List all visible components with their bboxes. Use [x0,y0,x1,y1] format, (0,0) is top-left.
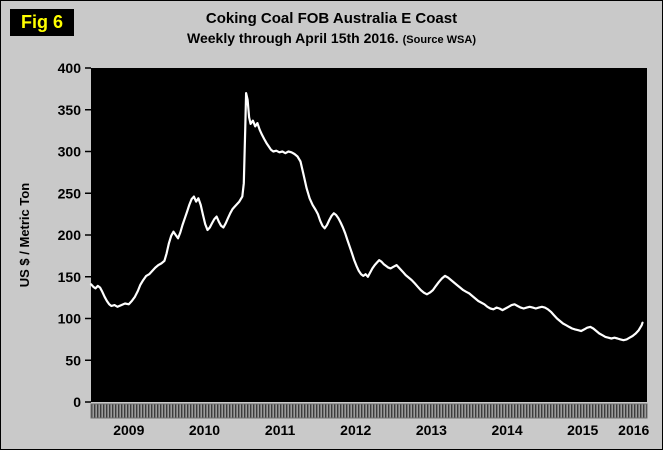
plot-area [91,68,647,402]
chart-title-line2: Weekly through April 15th 2016. (Source W… [1,29,662,50]
figure-number-label: Fig 6 [10,9,75,36]
y-tick-label: 250 [58,185,82,201]
y-tick-label: 0 [73,394,81,410]
x-year-label: 2013 [416,422,447,438]
x-year-label: 2011 [265,422,296,438]
y-tick-label: 350 [58,102,82,118]
x-axis-band [90,403,648,419]
y-tick-label: 200 [58,227,82,243]
price-line [89,91,644,342]
x-year-label: 2016 [618,422,649,438]
chart-title: Coking Coal FOB Australia E Coast Weekly… [1,9,662,50]
y-tick-label: 100 [58,311,82,327]
y-tick-label: 300 [58,144,82,160]
y-tick-label: 150 [58,269,82,285]
x-year-label: 2009 [113,422,144,438]
chart-title-line1: Coking Coal FOB Australia E Coast [205,10,458,27]
x-year-label: 2012 [340,422,371,438]
x-year-label: 2014 [491,422,522,438]
y-tick-label: 400 [58,60,82,76]
y-axis-title: US $ / Metric Ton [17,183,32,288]
chart-title-line2-main: Weekly through April 15th 2016. [187,30,399,46]
x-year-label: 2010 [189,422,220,438]
x-year-label: 2015 [567,422,598,438]
chart-title-source: (Source WSA) [402,34,476,46]
y-tick-label: 50 [65,352,81,368]
